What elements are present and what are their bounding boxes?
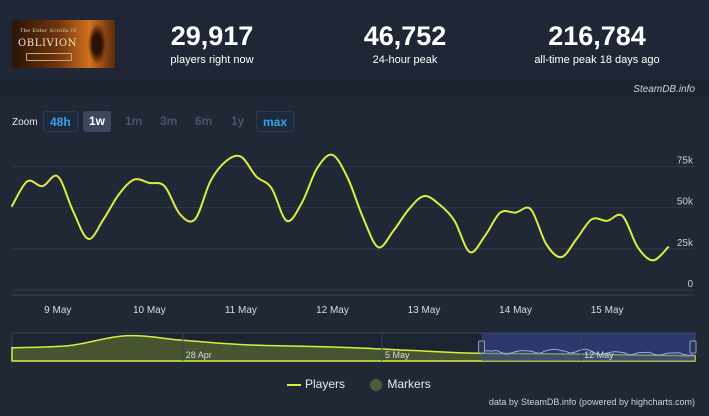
logo-title: OBLIVION — [18, 38, 78, 49]
stat-all-time-peak: 216,784 all-time peak 18 days ago — [522, 20, 672, 66]
y-axis-labels: 0 25k 50k 75k — [677, 155, 694, 290]
x-tick-label: 12 May — [316, 305, 349, 316]
game-logo[interactable]: The Elder Scrolls IV OBLIVION — [12, 20, 115, 68]
stat-24h-peak: 46,752 24-hour peak — [335, 20, 475, 66]
navigator-date-label: 12 May — [584, 350, 614, 360]
legend-markers[interactable]: Markers — [370, 376, 431, 391]
stat-label: all-time peak 18 days ago — [534, 54, 660, 66]
x-tick-label: 14 May — [499, 305, 532, 316]
x-tick-label: 11 May — [225, 305, 257, 316]
zoom-label: Zoom — [12, 117, 38, 128]
zoom-3m-button: 3m — [160, 114, 178, 128]
navigator-labels: 28 Apr 5 May 12 May — [182, 333, 614, 361]
x-axis-labels: 9 May 10 May 11 May 12 May 13 May 14 May 15 Ma… — [44, 305, 623, 316]
legend-players-label: Players — [305, 376, 346, 391]
chart-gridlines — [12, 165, 695, 296]
logo-figure — [88, 24, 106, 64]
steamdb-watermark[interactable]: SteamDB.info — [633, 84, 695, 95]
y-tick-label: 25k — [677, 238, 694, 249]
stat-current-players: 29,917 players right now — [142, 20, 282, 66]
navigator-selection-line — [481, 348, 694, 356]
y-tick-label: 75k — [677, 155, 694, 166]
stat-value: 29,917 — [170, 21, 254, 51]
stat-value: 46,752 — [363, 21, 447, 51]
legend-players[interactable]: Players — [287, 377, 345, 391]
x-tick-label: 9 May — [44, 305, 71, 316]
zoom-max-button[interactable]: max — [256, 111, 295, 132]
navigator-date-label: 28 Apr — [186, 350, 212, 360]
zoom-1m-button: 1m — [125, 114, 143, 128]
players-line-icon — [287, 383, 301, 386]
navigator-selection[interactable] — [481, 333, 695, 361]
zoom-6m-button: 6m — [195, 114, 213, 128]
navigator-left-handle[interactable] — [478, 340, 486, 354]
stat-value: 216,784 — [548, 21, 646, 51]
players-series-line[interactable] — [11, 153, 670, 262]
x-tick-label: 10 May — [133, 305, 166, 316]
zoom-1w-button[interactable]: 1w — [83, 111, 112, 132]
navigator-right-handle[interactable] — [689, 340, 697, 354]
legend-markers-label: Markers — [387, 376, 431, 391]
footer-credit[interactable]: data by SteamDB.info (powered by highcha… — [488, 397, 695, 407]
stat-label: 24-hour peak — [372, 54, 438, 66]
y-tick-label: 0 — [687, 279, 693, 290]
zoom-1y-button: 1y — [231, 114, 245, 128]
y-tick-label: 50k — [677, 197, 694, 208]
navigator[interactable]: 28 Apr 5 May 12 May — [11, 332, 697, 362]
logo-band — [26, 53, 72, 61]
chart-panel — [0, 96, 709, 416]
stats-header: The Elder Scrolls IV OBLIVION 29,917 pla… — [0, 0, 709, 80]
navigator-date-label: 5 May — [385, 350, 410, 360]
logo-subtitle: The Elder Scrolls IV — [20, 28, 78, 34]
x-tick-label: 15 May — [591, 305, 624, 316]
chart-legend: Players Markers — [287, 376, 453, 391]
zoom-48h-button[interactable]: 48h — [43, 111, 78, 132]
x-tick-label: 13 May — [408, 305, 441, 316]
stat-label: players right now — [170, 54, 254, 66]
markers-dot-icon — [370, 378, 383, 391]
